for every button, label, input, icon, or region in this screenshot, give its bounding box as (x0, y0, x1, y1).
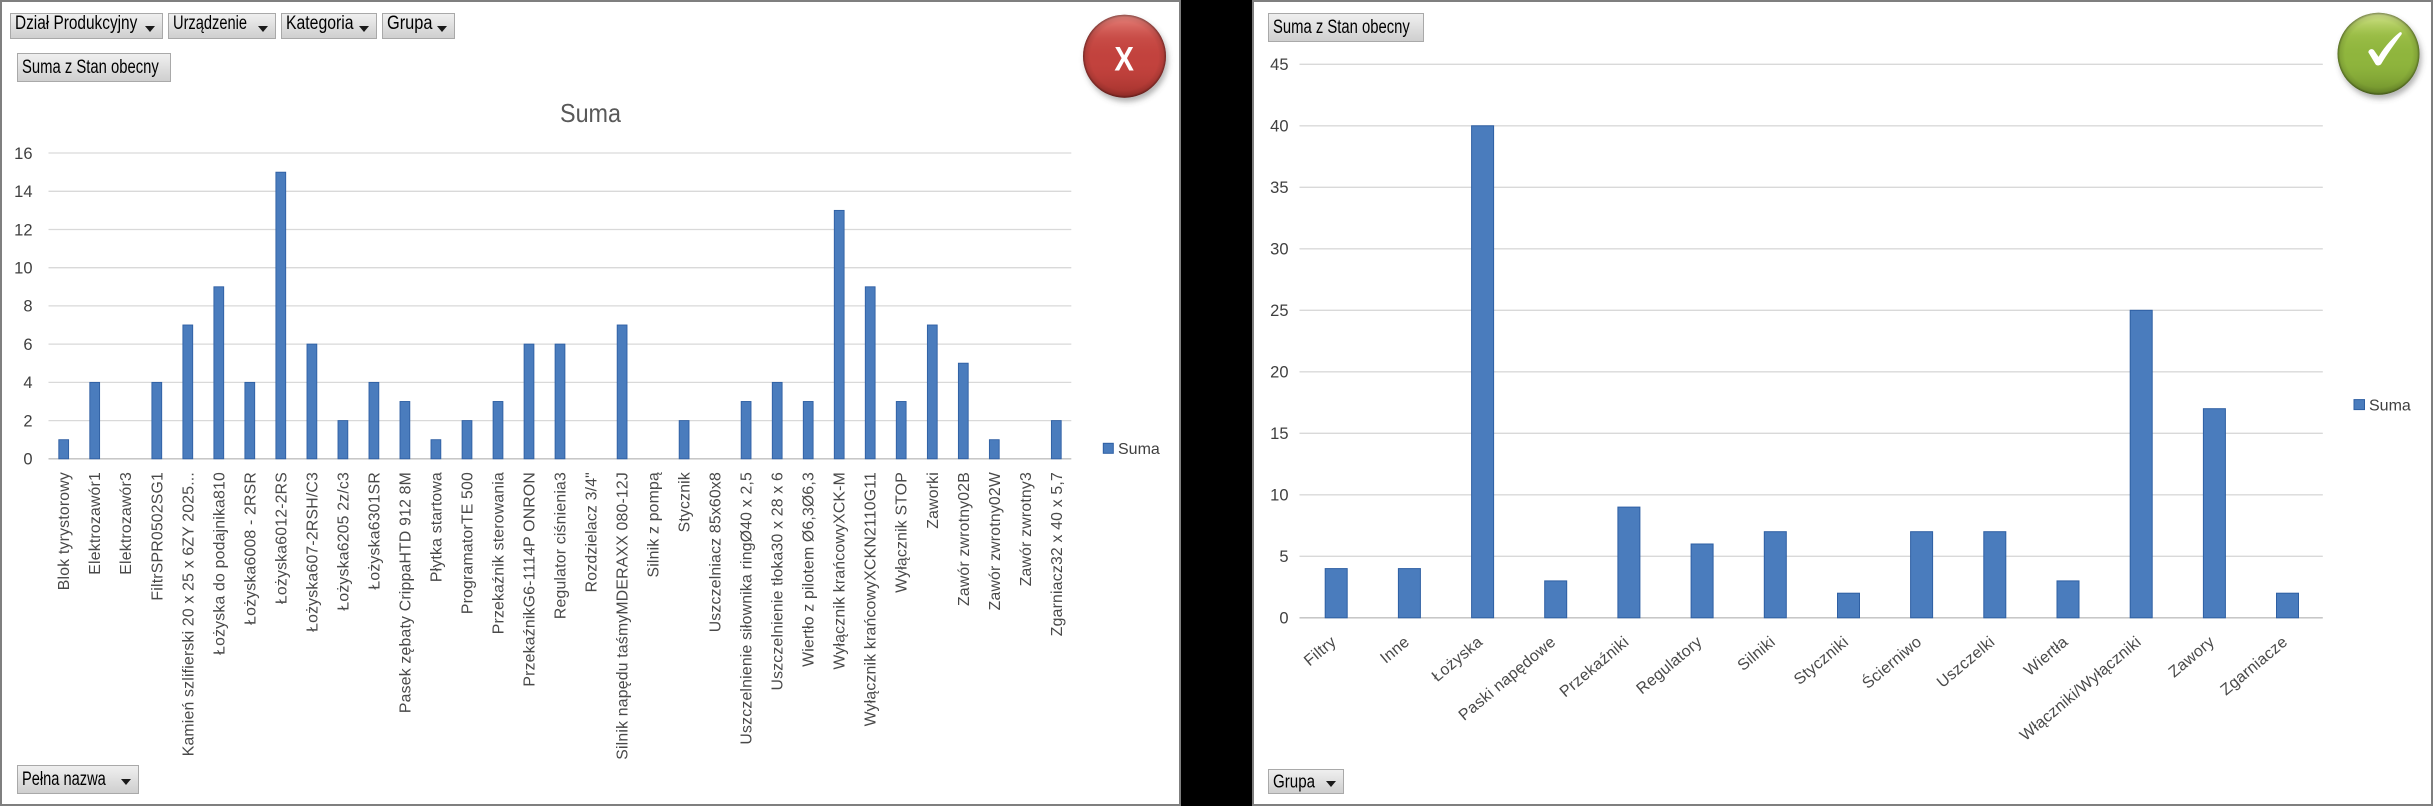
svg-text:Suma: Suma (2369, 397, 2411, 414)
svg-text:5: 5 (1279, 548, 1288, 566)
svg-text:Kamień szlifierski 20 x 25 x 6: Kamień szlifierski 20 x 25 x 6ZY 2025... (180, 472, 197, 756)
svg-text:Silnik napędu taśmyMDERAXX 080: Silnik napędu taśmyMDERAXX 080-12J (615, 472, 632, 760)
svg-text:14: 14 (14, 183, 32, 201)
svg-text:8: 8 (23, 298, 32, 316)
svg-text:Filtry: Filtry (1301, 634, 1340, 670)
svg-text:Wiertła: Wiertła (2021, 634, 2071, 680)
svg-text:35: 35 (1270, 179, 1288, 197)
svg-text:FiltrSPR0502SG1: FiltrSPR0502SG1 (149, 472, 166, 601)
svg-text:Pasek zębaty CrippaHTD 912 8M: Pasek zębaty CrippaHTD 912 8M (397, 472, 414, 713)
svg-text:6: 6 (23, 336, 32, 354)
svg-text:Elektrozawór1: Elektrozawór1 (87, 472, 104, 575)
svg-text:2: 2 (23, 412, 32, 430)
svg-text:0: 0 (23, 451, 32, 469)
svg-text:Suma: Suma (1118, 441, 1160, 458)
svg-text:Wyłącznik krańcowyXCK-M: Wyłącznik krańcowyXCK-M (832, 472, 849, 670)
svg-text:Wyłącznik STOP: Wyłącznik STOP (894, 472, 911, 593)
svg-text:40: 40 (1270, 118, 1288, 136)
svg-text:10: 10 (1270, 487, 1288, 505)
svg-text:Przekaźnik sterowania: Przekaźnik sterowania (491, 472, 508, 634)
svg-text:Styczniki: Styczniki (1791, 634, 1852, 689)
svg-text:Płytka startowa: Płytka startowa (428, 472, 445, 582)
svg-text:Zawór zwrotny3: Zawór zwrotny3 (1018, 472, 1035, 586)
svg-text:Łożyska607-2RSH/C3: Łożyska607-2RSH/C3 (304, 472, 321, 632)
svg-text:Łożyska: Łożyska (1429, 634, 1486, 686)
svg-text:12: 12 (14, 221, 32, 239)
svg-text:Łożyska6012-2RS: Łożyska6012-2RS (273, 472, 290, 604)
svg-text:Regulator ciśnienia3: Regulator ciśnienia3 (553, 472, 570, 619)
svg-text:20: 20 (1270, 364, 1288, 382)
svg-text:25: 25 (1270, 302, 1288, 320)
svg-text:Silniki: Silniki (1735, 634, 1779, 675)
svg-text:Zgarniacz32 x 40 x 5,7: Zgarniacz32 x 40 x 5,7 (1049, 472, 1066, 636)
svg-text:Regulatory: Regulatory (1634, 634, 1706, 698)
svg-text:Łożyska6301SR: Łożyska6301SR (366, 472, 383, 590)
svg-text:Zawór zwrotny02W: Zawór zwrotny02W (987, 472, 1004, 610)
svg-text:0: 0 (1279, 610, 1288, 628)
svg-text:Blok tyrystorowy: Blok tyrystorowy (56, 472, 73, 590)
svg-text:Uszczelki: Uszczelki (1934, 634, 1998, 692)
svg-text:10: 10 (14, 260, 32, 278)
svg-text:Zgarniacze: Zgarniacze (2218, 634, 2291, 700)
svg-text:Silnik z pompą: Silnik z pompą (646, 472, 663, 578)
svg-text:Zawór zwrotny02B: Zawór zwrotny02B (956, 472, 973, 606)
svg-text:16: 16 (14, 145, 32, 163)
svg-text:PrzekaźnikG6-1114P ONRON: PrzekaźnikG6-1114P ONRON (522, 472, 539, 687)
svg-text:Uszczelnienie siłownika ringØ4: Uszczelnienie siłownika ringØ40 x 2,5 (739, 472, 756, 745)
svg-text:Włączniki/Wyłączniki: Włączniki/Wyłączniki (2017, 634, 2145, 745)
svg-text:15: 15 (1270, 425, 1288, 443)
svg-text:Łożyska6205 2z/c3: Łożyska6205 2z/c3 (335, 472, 352, 611)
svg-text:Zaworki: Zaworki (925, 472, 942, 529)
svg-text:X: X (1114, 39, 1134, 78)
svg-text:Łożyska do podajnika810: Łożyska do podajnika810 (211, 472, 228, 655)
svg-text:Inne: Inne (1377, 634, 1413, 668)
svg-text:Uszczelnienie tłoka30 x 28 x: Uszczelnienie tłoka30 x 28 x 6 (770, 472, 787, 691)
svg-text:Rozdzielacz 3/4": Rozdzielacz 3/4" (584, 472, 601, 592)
svg-text:30: 30 (1270, 241, 1288, 259)
svg-text:ProgramatorTE 500: ProgramatorTE 500 (460, 472, 477, 614)
svg-text:Łożyska6008 - 2RSR: Łożyska6008 - 2RSR (242, 472, 259, 625)
svg-text:Zawory: Zawory (2166, 634, 2218, 682)
svg-text:Uszczelniacz 85x60x8: Uszczelniacz 85x60x8 (708, 472, 725, 632)
svg-text:45: 45 (1270, 56, 1288, 74)
svg-text:Wiertło z pilotem Ø6,3Ø6,3: Wiertło z pilotem Ø6,3Ø6,3 (801, 472, 818, 667)
svg-text:4: 4 (23, 374, 32, 392)
svg-text:Stycznik: Stycznik (677, 472, 694, 532)
svg-text:Elektrozawór3: Elektrozawór3 (118, 472, 135, 575)
svg-text:Ścierniwo: Ścierniwo (1858, 632, 1925, 693)
svg-text:Wyłącznik krańcowyXCKN2110G11: Wyłącznik krańcowyXCKN2110G11 (863, 472, 880, 726)
svg-text:Przekaźniki: Przekaźniki (1557, 634, 1633, 701)
svg-text:Suma: Suma (560, 98, 621, 128)
